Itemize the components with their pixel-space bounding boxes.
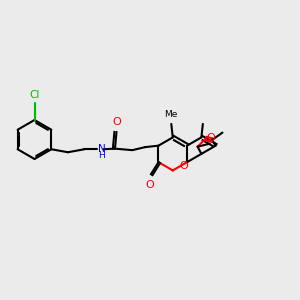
Text: Cl: Cl xyxy=(29,91,40,100)
Text: H: H xyxy=(98,151,105,160)
Text: O: O xyxy=(112,117,121,127)
Text: O: O xyxy=(179,161,188,171)
Text: O: O xyxy=(207,134,216,143)
Text: Me: Me xyxy=(165,110,178,119)
Text: N: N xyxy=(98,144,106,154)
Text: O: O xyxy=(145,179,154,190)
